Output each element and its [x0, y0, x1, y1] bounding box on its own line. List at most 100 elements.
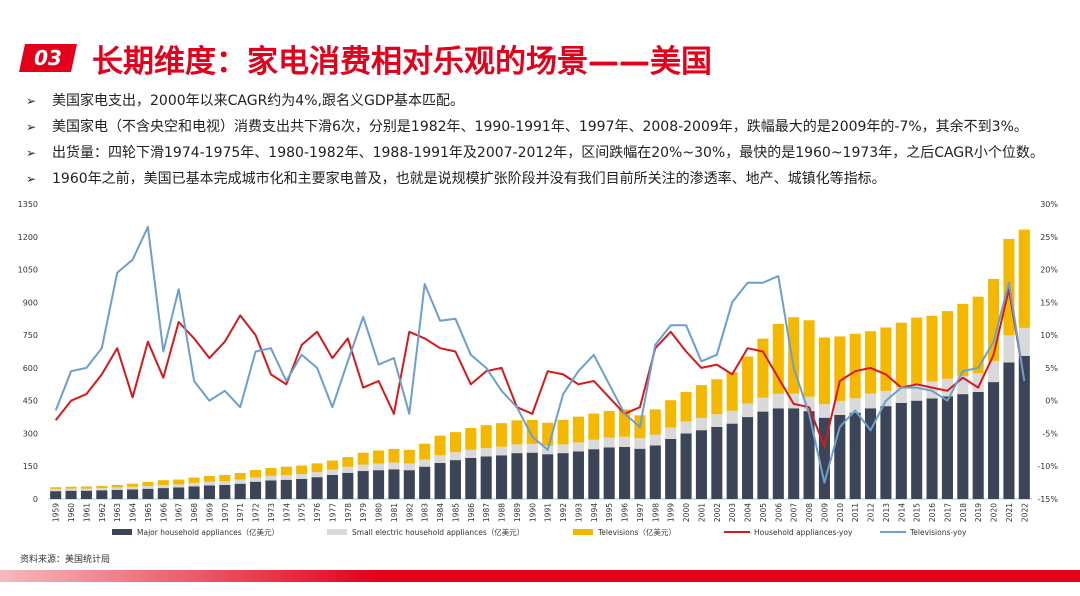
- bar-small-appliances: [711, 414, 723, 427]
- bar-televisions: [419, 443, 431, 460]
- bar-small-appliances: [65, 488, 77, 491]
- y-left-tick-label: 1350: [18, 200, 38, 209]
- x-tick-label: 1995: [605, 503, 614, 522]
- bar-small-appliances: [972, 373, 984, 392]
- y-left-tick-label: 600: [23, 364, 38, 373]
- bar-televisions: [988, 278, 1000, 361]
- appliance-spending-chart: 0 150 300 450 600 750 900 1050 1200 1350 -15% -10% -…: [18, 200, 1059, 537]
- y-right-tick-label: 10%: [1040, 331, 1058, 340]
- bar-televisions: [788, 317, 800, 394]
- bar-small-appliances: [957, 375, 969, 395]
- legend-swatch: [112, 529, 132, 535]
- bar-televisions: [465, 427, 477, 450]
- bar-televisions: [50, 487, 62, 489]
- bar-major-appliances: [188, 486, 200, 499]
- bar-televisions: [572, 416, 584, 443]
- bar-small-appliances: [96, 488, 108, 491]
- line-household-appliances-yoy: [54, 288, 1026, 448]
- bar-small-appliances: [680, 421, 692, 434]
- bar-small-appliances: [496, 446, 508, 456]
- bar-small-appliances: [572, 442, 584, 452]
- bar-televisions: [449, 432, 461, 453]
- x-tick-label: 1960: [67, 503, 76, 522]
- bar-televisions: [849, 333, 861, 399]
- bar-televisions: [280, 466, 292, 475]
- bullet-item: ➢ 美国家电支出，2000年以来CAGR约为4%,跟名义GDP基本匹配。: [26, 88, 1076, 114]
- bar-major-appliances: [818, 417, 830, 499]
- bar-small-appliances: [173, 484, 185, 488]
- x-tick-label: 1981: [390, 503, 399, 522]
- y-right-tick-label: 15%: [1040, 298, 1058, 307]
- bar-small-appliances: [419, 459, 431, 467]
- bar-small-appliances: [757, 397, 769, 412]
- bar-small-appliances: [250, 477, 262, 482]
- bar-major-appliances: [280, 479, 292, 499]
- x-tick-label: 2005: [759, 503, 768, 522]
- bar-small-appliances: [280, 474, 292, 480]
- bar-major-appliances: [526, 452, 538, 499]
- bar-major-appliances: [434, 462, 446, 499]
- arrow-icon: ➢: [26, 94, 37, 108]
- y-right-tick-label: 30%: [1040, 200, 1058, 209]
- x-tick-label: 1974: [282, 503, 291, 522]
- x-tick-label: 2014: [897, 503, 906, 522]
- y-left-tick-label: 300: [23, 429, 38, 438]
- bar-small-appliances: [188, 482, 200, 487]
- bar-televisions: [865, 331, 877, 394]
- y-right-tick-label: -5%: [1042, 429, 1058, 438]
- bar-televisions: [434, 435, 446, 456]
- y-right-tick-label: -15%: [1037, 495, 1058, 504]
- y-left-tick-label: 750: [23, 331, 38, 340]
- x-tick-label: 2020: [990, 503, 999, 522]
- y-left-tick-label: 1050: [18, 266, 38, 275]
- bar-small-appliances: [588, 439, 600, 450]
- bullet-text: 美国家电（不含央空和电视）消费支出共下滑6次，分别是1982年、1990-199…: [52, 119, 1028, 135]
- bar-major-appliances: [742, 417, 754, 499]
- bar-major-appliances: [834, 414, 846, 499]
- bar-major-appliances: [250, 481, 262, 499]
- bar-small-appliances: [911, 384, 923, 401]
- bar-small-appliances: [142, 485, 154, 489]
- x-tick-label: 1984: [436, 503, 445, 522]
- x-tick-label: 1990: [528, 503, 537, 522]
- x-tick-label: 1987: [482, 503, 491, 522]
- bar-major-appliances: [111, 489, 123, 499]
- x-tick-label: 1982: [405, 503, 414, 522]
- bar-televisions: [941, 311, 953, 379]
- bar-televisions: [511, 420, 523, 445]
- bar-small-appliances: [80, 488, 92, 491]
- bar-major-appliances: [157, 488, 169, 499]
- bar-major-appliances: [634, 448, 646, 499]
- bar-major-appliances: [1003, 362, 1015, 499]
- bar-televisions: [542, 422, 554, 446]
- x-tick-label: 1988: [498, 503, 507, 522]
- bar-small-appliances: [203, 481, 215, 486]
- x-tick-label: 2002: [713, 503, 722, 522]
- bar-televisions: [496, 423, 508, 447]
- bar-televisions: [603, 410, 615, 438]
- bullet-item: ➢ 出货量：四轮下滑1974-1975年、1980-1982年、1988-1991…: [26, 140, 1076, 166]
- bar-small-appliances: [373, 463, 385, 471]
- bar-major-appliances: [449, 460, 461, 499]
- bar-televisions: [1018, 229, 1030, 328]
- x-tick-label: 2009: [820, 503, 829, 522]
- bar-televisions: [388, 448, 400, 463]
- x-tick-label: 1961: [82, 503, 91, 522]
- bar-televisions: [265, 467, 277, 476]
- bar-small-appliances: [557, 444, 569, 454]
- x-tick-label: 2004: [744, 503, 753, 522]
- bar-televisions: [127, 483, 139, 487]
- bar-major-appliances: [311, 477, 323, 499]
- bar-major-appliances: [865, 408, 877, 499]
- x-tick-label: 1994: [590, 503, 599, 522]
- footer-bar: [0, 570, 1080, 582]
- x-tick-label: 2018: [959, 503, 968, 522]
- bar-televisions: [65, 486, 77, 489]
- bar-major-appliances: [665, 438, 677, 499]
- bar-major-appliances: [711, 426, 723, 499]
- x-tick-label: 1964: [129, 503, 138, 522]
- bar-major-appliances: [757, 411, 769, 499]
- bar-small-appliances: [726, 410, 738, 424]
- bar-major-appliances: [419, 466, 431, 499]
- x-tick-label: 1991: [544, 503, 553, 522]
